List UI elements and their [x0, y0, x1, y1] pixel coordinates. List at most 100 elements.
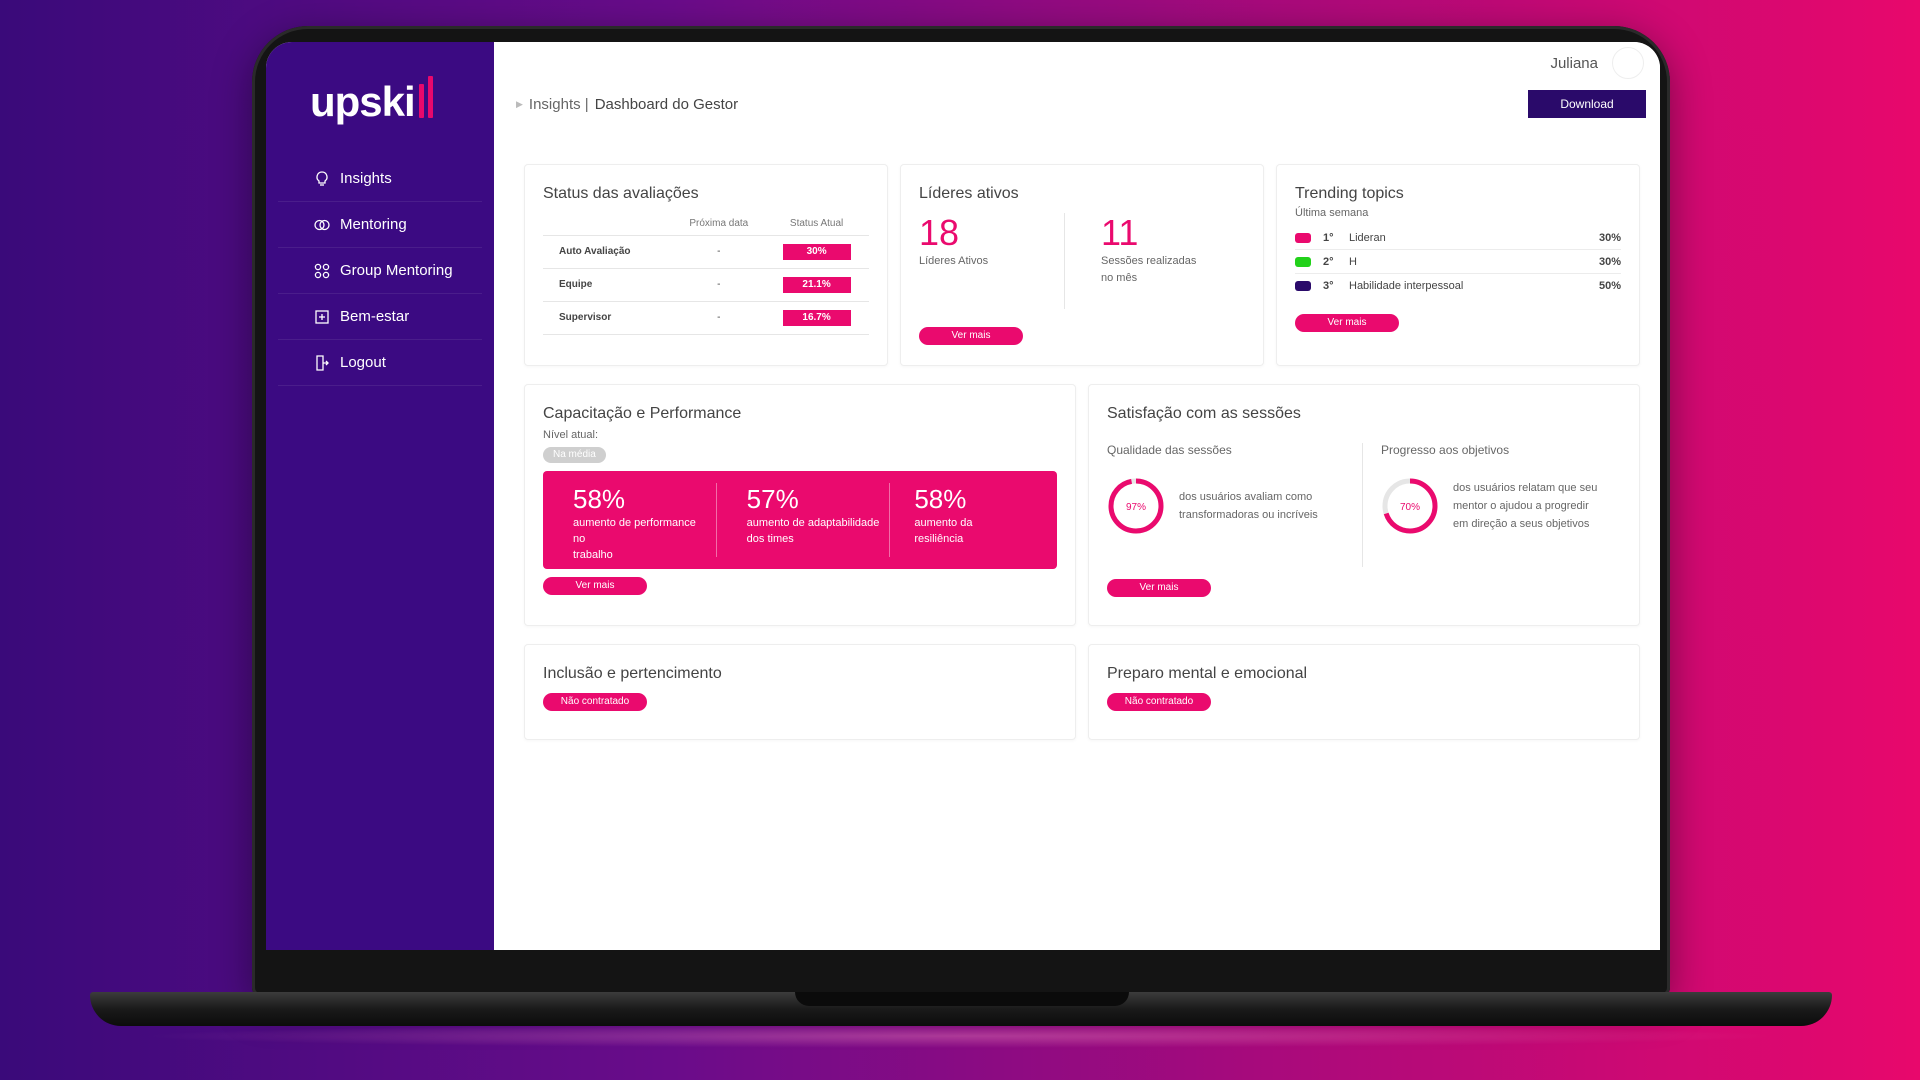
progress-ring-label: 70% — [1400, 502, 1420, 513]
col-next-date: Próxima data — [673, 213, 765, 236]
leaders-card: Líderes ativos 18 Líderes Ativos 11 Sess… — [900, 164, 1264, 366]
logo-bars-icon — [418, 76, 433, 118]
breadcrumb-current: Dashboard do Gestor — [594, 95, 739, 113]
sidebar-item-logout[interactable]: Logout — [278, 340, 482, 386]
topic-color-swatch — [1295, 281, 1311, 291]
leaders-stats: 18 Líderes Ativos 11 Sessões realizadas … — [919, 213, 1245, 309]
row-date: - — [673, 268, 765, 302]
performance-label: aumento de adaptabilidade — [746, 517, 880, 529]
sidebar-item-label: Logout — [340, 354, 386, 371]
quality-ring-chart: 97% — [1108, 478, 1164, 534]
satisfaction-card: Satisfação com as sessões Qualidade das … — [1088, 384, 1640, 626]
app-screen: upskill upski Insights Mentoring Group — [266, 42, 1660, 950]
inclusion-status-badge[interactable]: Não contratado — [543, 693, 647, 711]
topic-color-swatch — [1295, 232, 1311, 243]
progress-ring-chart: 70% — [1382, 478, 1438, 534]
topic-color-swatch — [1295, 256, 1311, 267]
sessions-stat: 11 Sessões realizadas no mês — [1065, 213, 1196, 309]
topic-pct: 30% — [1598, 231, 1621, 244]
leaders-label: Líderes Ativos — [919, 255, 989, 267]
main-content: Juliana ▶ Insights | Dashboard do Gestor… — [494, 42, 1660, 950]
brand-logo[interactable]: upskill upski — [266, 68, 494, 126]
quality-desc: dos usuários avaliam como — [1179, 491, 1313, 503]
laptop-shadow — [140, 1024, 1780, 1048]
quality-metric: Qualidade das sessões 97% dos usuários a… — [1107, 443, 1363, 567]
trending-more-button[interactable]: Ver mais — [1295, 314, 1399, 332]
progress-desc: dos usuários relatam que seu — [1453, 482, 1598, 494]
topic-rank: 1° — [1323, 231, 1334, 244]
performance-highlights: 58% aumento de performance no trabalho 5… — [543, 471, 1057, 569]
status-badge: 30% — [782, 243, 851, 260]
performance-label: aumento de performance no — [573, 517, 696, 545]
row-name: Auto Avaliação — [543, 235, 674, 269]
inclusion-card: Inclusão e pertencimento Não contratado — [524, 644, 1076, 740]
laptop-notch — [795, 992, 1129, 1006]
topic-pct: 30% — [1598, 255, 1621, 268]
trending-list: 1° Lideran 30% 2° H 30% 3° Habilidade in… — [1295, 226, 1621, 298]
topic-label: Lideran — [1349, 231, 1386, 244]
performance-item: 58% aumento de performance no trabalho — [543, 483, 717, 561]
topbar: Juliana — [494, 42, 1660, 84]
status-card-title: Status das avaliações — [543, 185, 699, 202]
list-item: 1° Lideran 30% — [1295, 226, 1621, 250]
quality-ring-label: 97% — [1126, 502, 1146, 513]
logout-icon — [314, 354, 330, 371]
table-row: Equipe - 21.1% — [543, 268, 869, 302]
sidebar-item-label: Group Mentoring — [340, 262, 453, 279]
mental-status-badge[interactable]: Não contratado — [1107, 693, 1211, 711]
topic-rank: 2° — [1323, 255, 1334, 268]
quality-title: Qualidade das sessões — [1107, 443, 1232, 457]
performance-value: 58% — [914, 484, 967, 514]
satisfaction-metrics: Qualidade das sessões 97% dos usuários a… — [1107, 443, 1621, 567]
leaders-stat: 18 Líderes Ativos — [919, 213, 1065, 309]
sidebar-item-insights[interactable]: Insights — [278, 156, 482, 202]
mentoring-icon — [314, 217, 330, 233]
download-button[interactable]: Download — [1528, 90, 1646, 118]
username: Juliana — [1550, 54, 1598, 72]
row-date: - — [673, 235, 765, 269]
trending-card-title: Trending topics — [1295, 185, 1404, 202]
leaders-count: 18 — [919, 212, 960, 253]
sidebar: upskill upski Insights Mentoring Group — [266, 42, 494, 950]
breadcrumb: ▶ Insights | Dashboard do Gestor — [516, 96, 738, 113]
progress-metric: Progresso aos objetivos 70% dos usuários… — [1363, 443, 1621, 567]
progress-title: Progresso aos objetivos — [1381, 443, 1510, 457]
mental-card-title: Preparo mental e emocional — [1107, 665, 1308, 682]
row-name: Equipe — [543, 268, 674, 302]
status-badge: 16.7% — [782, 309, 851, 326]
row-name: Supervisor — [543, 301, 674, 335]
list-item: 2° H 30% — [1295, 250, 1621, 274]
sidebar-item-bem-estar[interactable]: Bem-estar — [278, 294, 482, 340]
sidebar-item-group-mentoring[interactable]: Group Mentoring — [278, 248, 482, 294]
status-badge: 21.1% — [782, 276, 851, 293]
table-row: Supervisor - 16.7% — [543, 301, 869, 335]
table-header-row: Próxima data Status Atual — [543, 213, 869, 236]
satisfaction-more-button[interactable]: Ver mais — [1107, 579, 1211, 597]
breadcrumb-bar: ▶ Insights | Dashboard do Gestor Downloa… — [494, 84, 1660, 124]
leaders-more-button[interactable]: Ver mais — [919, 327, 1023, 345]
group-mentoring-icon — [314, 263, 330, 279]
leaders-card-title: Líderes ativos — [919, 185, 1019, 202]
sidebar-item-mentoring[interactable]: Mentoring — [278, 202, 482, 248]
level-label: Nível atual: — [543, 429, 599, 441]
progress-desc-3: em direção a seus objetivos — [1453, 518, 1590, 530]
performance-card-title: Capacitação e Performance — [543, 405, 742, 422]
lightbulb-icon — [314, 170, 330, 187]
sidebar-item-label: Mentoring — [340, 216, 407, 233]
performance-value: 57% — [746, 484, 799, 514]
breadcrumb-root[interactable]: Insights | — [528, 95, 589, 113]
topic-label: H — [1349, 255, 1357, 268]
sidebar-item-label: Insights — [340, 170, 392, 187]
satisfaction-card-title: Satisfação com as sessões — [1107, 405, 1301, 422]
quality-desc-2: transformadoras ou incríveis — [1179, 509, 1318, 521]
topic-label: Habilidade interpessoal — [1349, 280, 1464, 292]
performance-more-button[interactable]: Ver mais — [543, 577, 647, 595]
breadcrumb-arrow-icon: ▶ — [516, 98, 523, 109]
col-status: Status Atual — [764, 213, 869, 236]
performance-value: 58% — [573, 484, 626, 514]
status-card: Status das avaliações Próxima data Statu… — [524, 164, 888, 366]
sessions-label-2: no mês — [1101, 272, 1138, 284]
avatar[interactable] — [1612, 47, 1644, 79]
progress-desc-2: mentor o ajudou a progredir — [1453, 500, 1589, 512]
sessions-label: Sessões realizadas — [1101, 255, 1197, 267]
